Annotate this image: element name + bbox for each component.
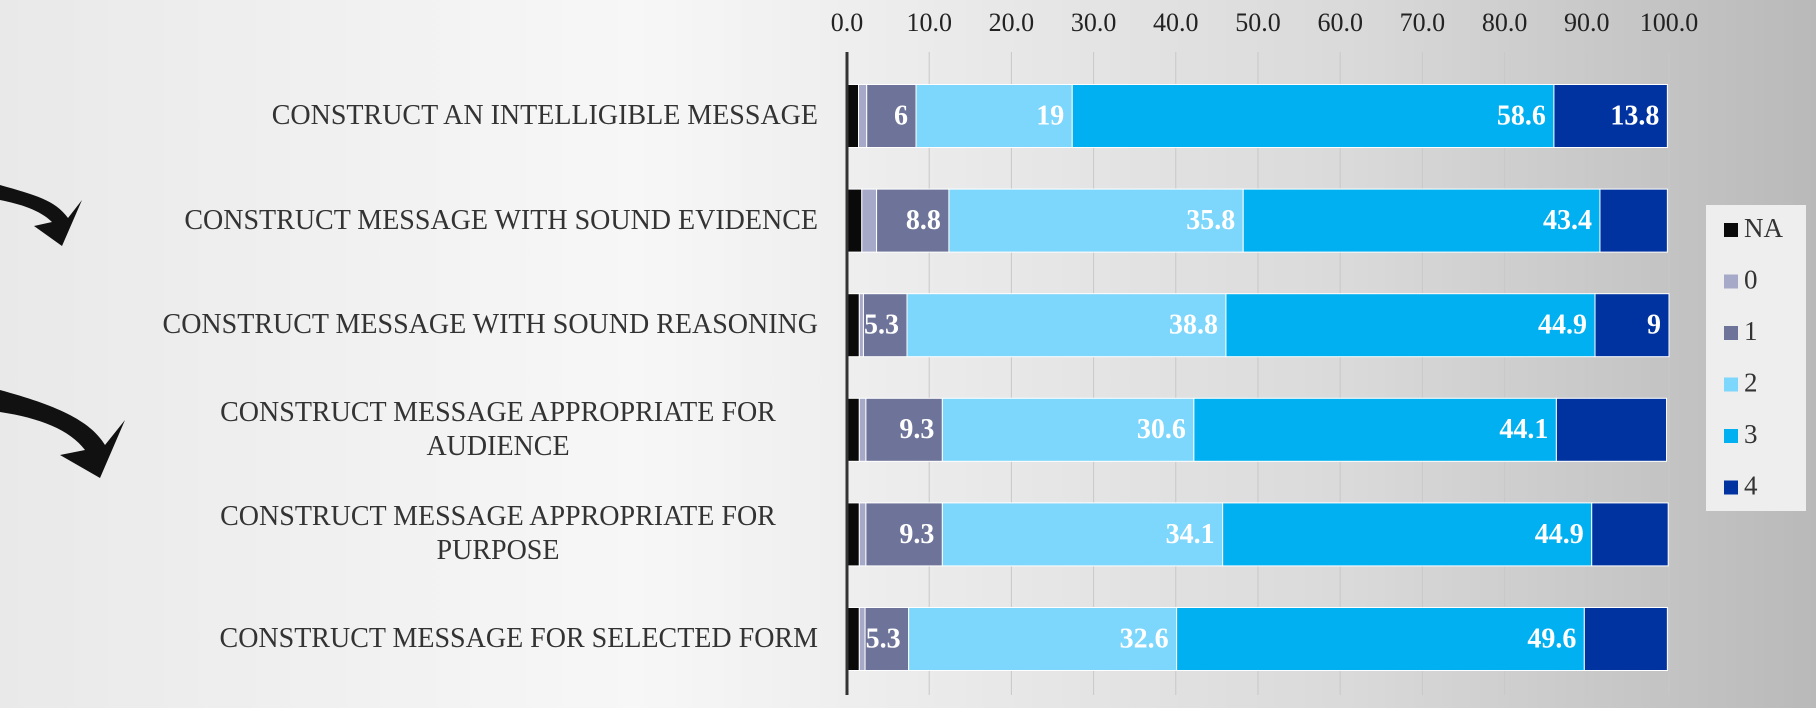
- legend-swatch: [1724, 377, 1738, 392]
- bar-segment: [908, 607, 1178, 671]
- bar-segment: [876, 188, 950, 253]
- bar-segment: [1225, 293, 1596, 358]
- data-label: 6: [894, 100, 908, 131]
- bar-segment: [862, 293, 908, 358]
- data-label: 38.8: [1169, 310, 1218, 341]
- legend-swatch: [1724, 480, 1738, 495]
- bar-segment: [948, 188, 1244, 253]
- data-label: 8.8: [906, 205, 941, 236]
- bar-segment: [906, 293, 1227, 358]
- bar-segment: [858, 293, 864, 358]
- x-tick-label: 100.0: [1640, 8, 1699, 37]
- bar-segment: [866, 84, 917, 148]
- category-label: CONSTRUCT MESSAGE WITH SOUND EVIDENCE: [184, 204, 818, 236]
- legend-label: 1: [1744, 316, 1758, 346]
- legend-label: NA: [1744, 213, 1783, 243]
- x-tick-label: 80.0: [1482, 8, 1528, 37]
- x-tick-label: 20.0: [989, 8, 1035, 37]
- bar-segment: [915, 84, 1073, 148]
- bar-segment: [846, 84, 860, 148]
- bar-segment: [858, 607, 866, 671]
- legend-swatch: [1724, 274, 1738, 289]
- data-label: 43.4: [1543, 205, 1592, 236]
- data-label: 44.9: [1535, 519, 1584, 550]
- bar-segment: [846, 293, 860, 358]
- arrow: [0, 390, 125, 478]
- x-tick-label: 40.0: [1153, 8, 1199, 37]
- x-tick-label: 0.0: [831, 8, 864, 37]
- data-label: 5.3: [866, 623, 901, 654]
- legend-label: 3: [1744, 419, 1758, 449]
- data-label: 49.6: [1527, 623, 1576, 654]
- bar-segment: [1594, 293, 1670, 358]
- legend-label: 2: [1744, 368, 1758, 398]
- category-label: CONSTRUCT MESSAGE APPROPRIATE FOR AUDIEN…: [220, 396, 776, 462]
- data-label: 9: [1647, 310, 1661, 341]
- bar-segment: [861, 188, 878, 253]
- bar-segment: [846, 502, 860, 567]
- bar-segment: [1553, 84, 1668, 148]
- data-label: 19: [1036, 100, 1064, 131]
- data-label: 58.6: [1497, 100, 1546, 131]
- category-label: CONSTRUCT MESSAGE APPROPRIATE FOR PURPOS…: [220, 501, 776, 567]
- bar-segment: [846, 188, 863, 253]
- x-tick-label: 10.0: [906, 8, 952, 37]
- data-label: 9.3: [899, 414, 934, 445]
- bar-segment: [1555, 397, 1668, 462]
- bar-segment: [1222, 502, 1593, 567]
- legend-label: 0: [1744, 265, 1758, 295]
- x-tick-label: 50.0: [1235, 8, 1281, 37]
- x-tick-label: 30.0: [1071, 8, 1117, 37]
- bar-segment: [1599, 188, 1668, 253]
- data-label: 30.6: [1137, 414, 1186, 445]
- data-label: 9.3: [899, 519, 934, 550]
- category-label: CONSTRUCT AN INTELLIGIBLE MESSAGE: [271, 100, 818, 131]
- bar-segment: [858, 502, 867, 567]
- bar-segment: [1071, 84, 1555, 148]
- arrow: [0, 185, 82, 246]
- bar-segment: [1583, 607, 1668, 671]
- bar-segment: [865, 502, 943, 567]
- data-label: 35.8: [1186, 205, 1235, 236]
- data-label: 32.6: [1120, 623, 1169, 654]
- bar-segment: [864, 607, 910, 671]
- data-label: 5.3: [864, 310, 899, 341]
- x-tick-label: 70.0: [1400, 8, 1446, 37]
- bar-segment: [1591, 502, 1669, 567]
- legend-label: 4: [1744, 471, 1758, 501]
- category-label: CONSTRUCT MESSAGE WITH SOUND REASONING: [162, 309, 818, 341]
- bar-segment: [858, 397, 867, 462]
- data-label: 34.1: [1166, 519, 1215, 550]
- bar-segment: [858, 84, 868, 148]
- x-tick-label: 90.0: [1564, 8, 1610, 37]
- bar-segment: [1176, 607, 1585, 671]
- data-label: 44.9: [1538, 310, 1587, 341]
- legend-swatch: [1724, 326, 1738, 340]
- data-label: 13.8: [1610, 100, 1659, 131]
- bar-segment: [941, 502, 1224, 567]
- category-label: CONSTRUCT MESSAGE FOR SELECTED FORM: [219, 623, 818, 654]
- bar-segment: [846, 397, 860, 462]
- bar-segment: [846, 607, 860, 671]
- bar-segment: [941, 397, 1195, 462]
- x-tick-label: 60.0: [1317, 8, 1363, 37]
- data-label: 44.1: [1499, 414, 1548, 445]
- legend-swatch: [1724, 429, 1738, 443]
- bar-segment: [865, 397, 943, 462]
- bar-segment: [1193, 397, 1557, 462]
- legend-swatch: [1724, 223, 1738, 237]
- bar-segment: [1242, 188, 1601, 253]
- legend-box: [1706, 205, 1806, 511]
